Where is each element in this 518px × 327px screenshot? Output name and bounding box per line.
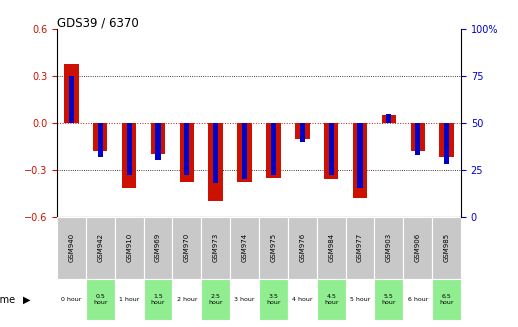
Bar — [375, 216, 404, 279]
Bar — [242, 123, 247, 179]
Bar — [404, 279, 432, 320]
Bar — [202, 216, 230, 279]
Bar — [346, 279, 375, 320]
Bar — [316, 279, 346, 320]
Text: 1 hour: 1 hour — [119, 297, 139, 302]
Text: GSM977: GSM977 — [357, 233, 363, 262]
Bar — [180, 123, 194, 182]
Text: 4.5
hour: 4.5 hour — [324, 294, 338, 305]
Bar — [295, 123, 309, 139]
Bar — [266, 123, 281, 178]
Text: 0.5
hour: 0.5 hour — [93, 294, 108, 305]
Bar — [357, 123, 363, 188]
Bar — [316, 216, 346, 279]
Bar — [432, 279, 461, 320]
Bar — [328, 123, 334, 175]
Bar — [324, 123, 338, 179]
Text: GSM940: GSM940 — [68, 233, 75, 262]
Text: 3.5
hour: 3.5 hour — [266, 294, 281, 305]
Bar — [57, 279, 86, 320]
Bar — [86, 216, 114, 279]
Text: 0 hour: 0 hour — [61, 297, 82, 302]
Text: GSM973: GSM973 — [213, 233, 219, 262]
Bar — [69, 76, 74, 123]
Bar — [410, 123, 425, 151]
Bar — [151, 123, 165, 154]
Bar — [143, 279, 172, 320]
Bar — [432, 216, 461, 279]
Text: GSM976: GSM976 — [299, 233, 305, 262]
Bar — [259, 279, 288, 320]
Bar — [346, 216, 375, 279]
Text: 5.5
hour: 5.5 hour — [382, 294, 396, 305]
Bar — [208, 123, 223, 201]
Text: 2 hour: 2 hour — [177, 297, 197, 302]
Bar — [444, 123, 449, 164]
Bar — [172, 279, 202, 320]
Text: GSM969: GSM969 — [155, 233, 161, 262]
Bar — [64, 64, 79, 123]
Text: 4 hour: 4 hour — [292, 297, 312, 302]
Bar — [230, 216, 259, 279]
Bar — [213, 123, 218, 183]
Bar — [386, 113, 392, 123]
Text: GSM970: GSM970 — [184, 233, 190, 262]
Text: GSM984: GSM984 — [328, 233, 334, 262]
Text: 6.5
hour: 6.5 hour — [439, 294, 454, 305]
Bar — [172, 216, 202, 279]
Text: GSM903: GSM903 — [386, 233, 392, 262]
Text: GDS39 / 6370: GDS39 / 6370 — [57, 16, 139, 29]
Text: GSM910: GSM910 — [126, 233, 132, 262]
Bar — [271, 123, 276, 175]
Bar — [93, 123, 108, 151]
Text: time: time — [0, 295, 16, 305]
Text: 5 hour: 5 hour — [350, 297, 370, 302]
Text: 2.5
hour: 2.5 hour — [208, 294, 223, 305]
Bar — [415, 123, 420, 155]
Bar — [98, 123, 103, 157]
Text: ■: ■ — [57, 326, 66, 327]
Bar — [143, 216, 172, 279]
Bar — [230, 279, 259, 320]
Bar — [439, 123, 454, 157]
Text: 1.5
hour: 1.5 hour — [151, 294, 165, 305]
Bar — [114, 279, 143, 320]
Text: GSM906: GSM906 — [415, 233, 421, 262]
Text: 3 hour: 3 hour — [234, 297, 255, 302]
Text: GSM942: GSM942 — [97, 233, 103, 262]
Bar — [382, 115, 396, 123]
Bar — [404, 216, 432, 279]
Bar — [184, 123, 190, 175]
Bar — [375, 279, 404, 320]
Bar — [57, 216, 86, 279]
Bar — [288, 279, 316, 320]
Bar — [300, 123, 305, 142]
Bar — [114, 216, 143, 279]
Bar — [259, 216, 288, 279]
Bar — [353, 123, 367, 198]
Text: ▶: ▶ — [23, 295, 31, 305]
Bar — [202, 279, 230, 320]
Text: GSM975: GSM975 — [270, 233, 277, 262]
Bar — [288, 216, 316, 279]
Bar — [86, 279, 114, 320]
Bar — [237, 123, 252, 182]
Bar — [126, 123, 132, 175]
Bar — [155, 123, 161, 161]
Bar — [122, 123, 136, 188]
Text: 6 hour: 6 hour — [408, 297, 428, 302]
Text: GSM985: GSM985 — [443, 233, 450, 262]
Text: GSM974: GSM974 — [241, 233, 248, 262]
